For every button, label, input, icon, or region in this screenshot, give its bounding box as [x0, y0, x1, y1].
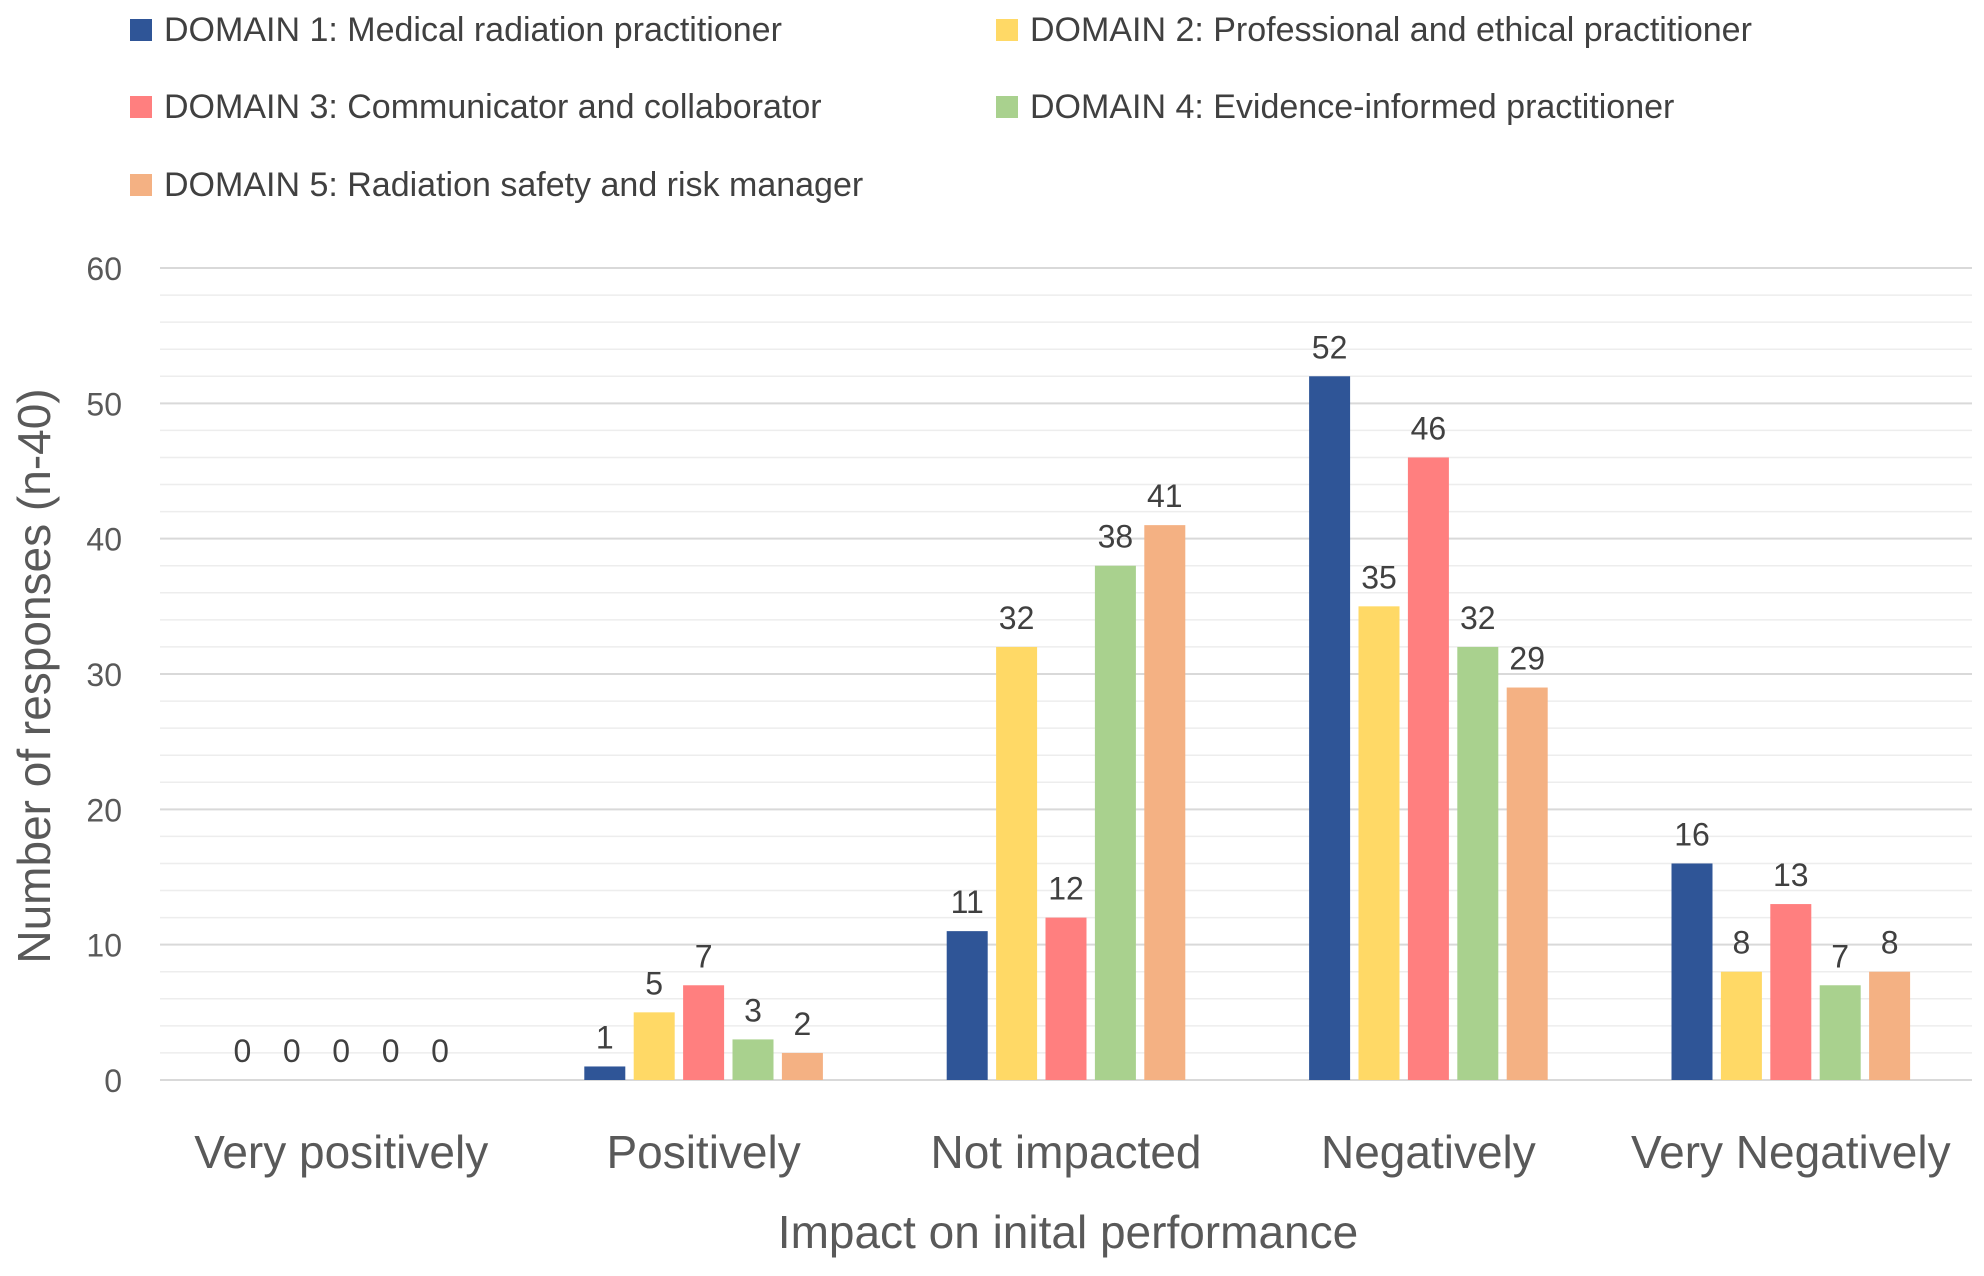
legend-label-3: DOMAIN 3: Communicator and collaborator	[164, 88, 822, 126]
bar-2-3	[996, 646, 1038, 1080]
bar-4-3	[1094, 565, 1136, 1080]
bar-3-2	[683, 985, 725, 1080]
x-tick-label: Not impacted	[930, 1126, 1201, 1178]
data-label: 8	[1881, 925, 1899, 961]
y-axis: 0 10 20 30 40 50 60	[86, 251, 122, 1099]
bar-1-2	[584, 1066, 626, 1080]
data-label: 32	[1460, 600, 1496, 636]
bar-1-4	[1309, 376, 1351, 1080]
bar-4-5	[1819, 985, 1861, 1080]
legend-marker-5	[130, 174, 152, 196]
legend-marker-1	[130, 19, 152, 41]
bar-5-4	[1506, 687, 1548, 1080]
data-label: 0	[332, 1033, 350, 1069]
data-label: 52	[1312, 329, 1348, 365]
bar-4-2	[732, 1039, 774, 1080]
data-label: 46	[1411, 410, 1447, 446]
bar-1-3	[946, 931, 988, 1080]
y-tick-label: 0	[104, 1063, 122, 1099]
data-label: 2	[794, 1006, 812, 1042]
x-tick-label: Negatively	[1321, 1126, 1536, 1178]
legend: DOMAIN 1: Medical radiation practitioner…	[130, 11, 1752, 204]
bar-3-3	[1045, 917, 1087, 1080]
data-label: 1	[596, 1019, 614, 1055]
y-tick-label: 50	[86, 386, 122, 422]
data-label: 29	[1509, 641, 1545, 677]
data-label: 7	[1831, 938, 1849, 974]
data-label: 11	[951, 884, 984, 920]
data-label: 38	[1098, 519, 1134, 555]
data-label: 7	[695, 938, 713, 974]
legend-marker-3	[130, 96, 152, 118]
x-tick-label: Very positively	[194, 1126, 488, 1178]
bar-2-5	[1720, 971, 1762, 1080]
x-tick-label: Very Negatively	[1631, 1126, 1951, 1178]
bar-5-2	[781, 1052, 823, 1080]
gridlines	[160, 267, 1972, 1081]
data-label: 0	[283, 1033, 301, 1069]
data-label: 0	[431, 1033, 449, 1069]
y-axis-title: Number of responses (n-40)	[8, 388, 60, 963]
legend-label-4: DOMAIN 4: Evidence-informed practitioner	[1030, 88, 1674, 126]
data-label: 16	[1674, 816, 1710, 852]
bar-3-5	[1770, 904, 1812, 1080]
y-tick-label: 20	[86, 792, 122, 828]
legend-marker-4	[996, 96, 1018, 118]
x-tick-label: Positively	[606, 1126, 800, 1178]
bar-5-3	[1144, 525, 1186, 1080]
data-label: 12	[1048, 871, 1084, 907]
legend-label-1: DOMAIN 1: Medical radiation practitioner	[164, 11, 782, 49]
legend-label-2: DOMAIN 2: Professional and ethical pract…	[1030, 11, 1752, 49]
x-axis: Very positively Positively Not impacted Neg…	[194, 1126, 1950, 1178]
bar-2-4	[1358, 606, 1400, 1080]
legend-marker-2	[996, 19, 1018, 41]
x-axis-title: Impact on inital performance	[778, 1206, 1358, 1258]
legend-label-5: DOMAIN 5: Radiation safety and risk mana…	[164, 166, 863, 204]
bar-4-4	[1457, 646, 1499, 1080]
y-tick-label: 30	[86, 657, 122, 693]
bar-1-5	[1671, 863, 1713, 1080]
y-tick-label: 40	[86, 522, 122, 558]
bar-3-4	[1407, 457, 1449, 1080]
data-label: 0	[382, 1033, 400, 1069]
bar-2-2	[633, 1012, 675, 1080]
data-label: 35	[1361, 559, 1397, 595]
data-label: 5	[645, 965, 663, 1001]
data-label: 8	[1733, 925, 1751, 961]
y-tick-label: 60	[86, 251, 122, 287]
data-label: 3	[744, 992, 762, 1028]
data-label: 13	[1773, 857, 1809, 893]
bars	[584, 376, 1911, 1080]
bar-5-5	[1869, 971, 1911, 1080]
data-label: 0	[234, 1033, 252, 1069]
y-tick-label: 10	[86, 928, 122, 964]
data-label: 32	[999, 600, 1035, 636]
data-label: 41	[1147, 478, 1183, 514]
